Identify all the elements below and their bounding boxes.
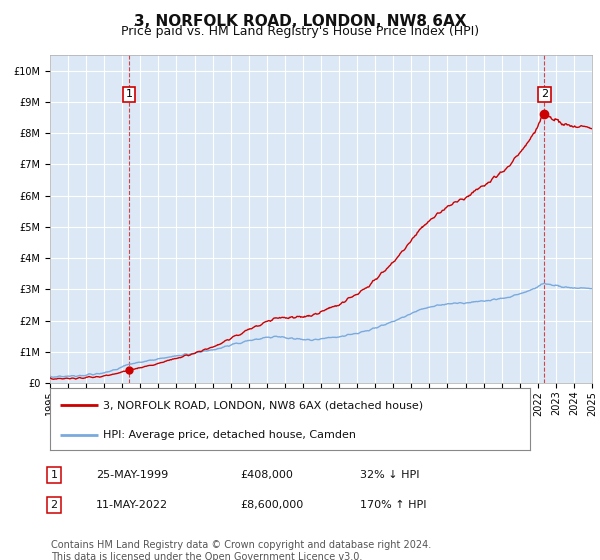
Text: 32% ↓ HPI: 32% ↓ HPI (360, 470, 419, 480)
Text: 11-MAY-2022: 11-MAY-2022 (96, 500, 168, 510)
Text: Price paid vs. HM Land Registry's House Price Index (HPI): Price paid vs. HM Land Registry's House … (121, 25, 479, 38)
Text: 170% ↑ HPI: 170% ↑ HPI (360, 500, 427, 510)
Text: 2: 2 (50, 500, 58, 510)
Text: HPI: Average price, detached house, Camden: HPI: Average price, detached house, Camd… (103, 430, 356, 440)
Text: £8,600,000: £8,600,000 (240, 500, 303, 510)
Text: 3, NORFOLK ROAD, LONDON, NW8 6AX: 3, NORFOLK ROAD, LONDON, NW8 6AX (134, 14, 466, 29)
Text: 2: 2 (541, 90, 548, 99)
Text: 1: 1 (125, 90, 133, 99)
Text: 1: 1 (50, 470, 58, 480)
Text: Contains HM Land Registry data © Crown copyright and database right 2024.
This d: Contains HM Land Registry data © Crown c… (51, 540, 431, 560)
Text: 25-MAY-1999: 25-MAY-1999 (96, 470, 168, 480)
Text: 3, NORFOLK ROAD, LONDON, NW8 6AX (detached house): 3, NORFOLK ROAD, LONDON, NW8 6AX (detach… (103, 400, 423, 410)
Text: £408,000: £408,000 (240, 470, 293, 480)
